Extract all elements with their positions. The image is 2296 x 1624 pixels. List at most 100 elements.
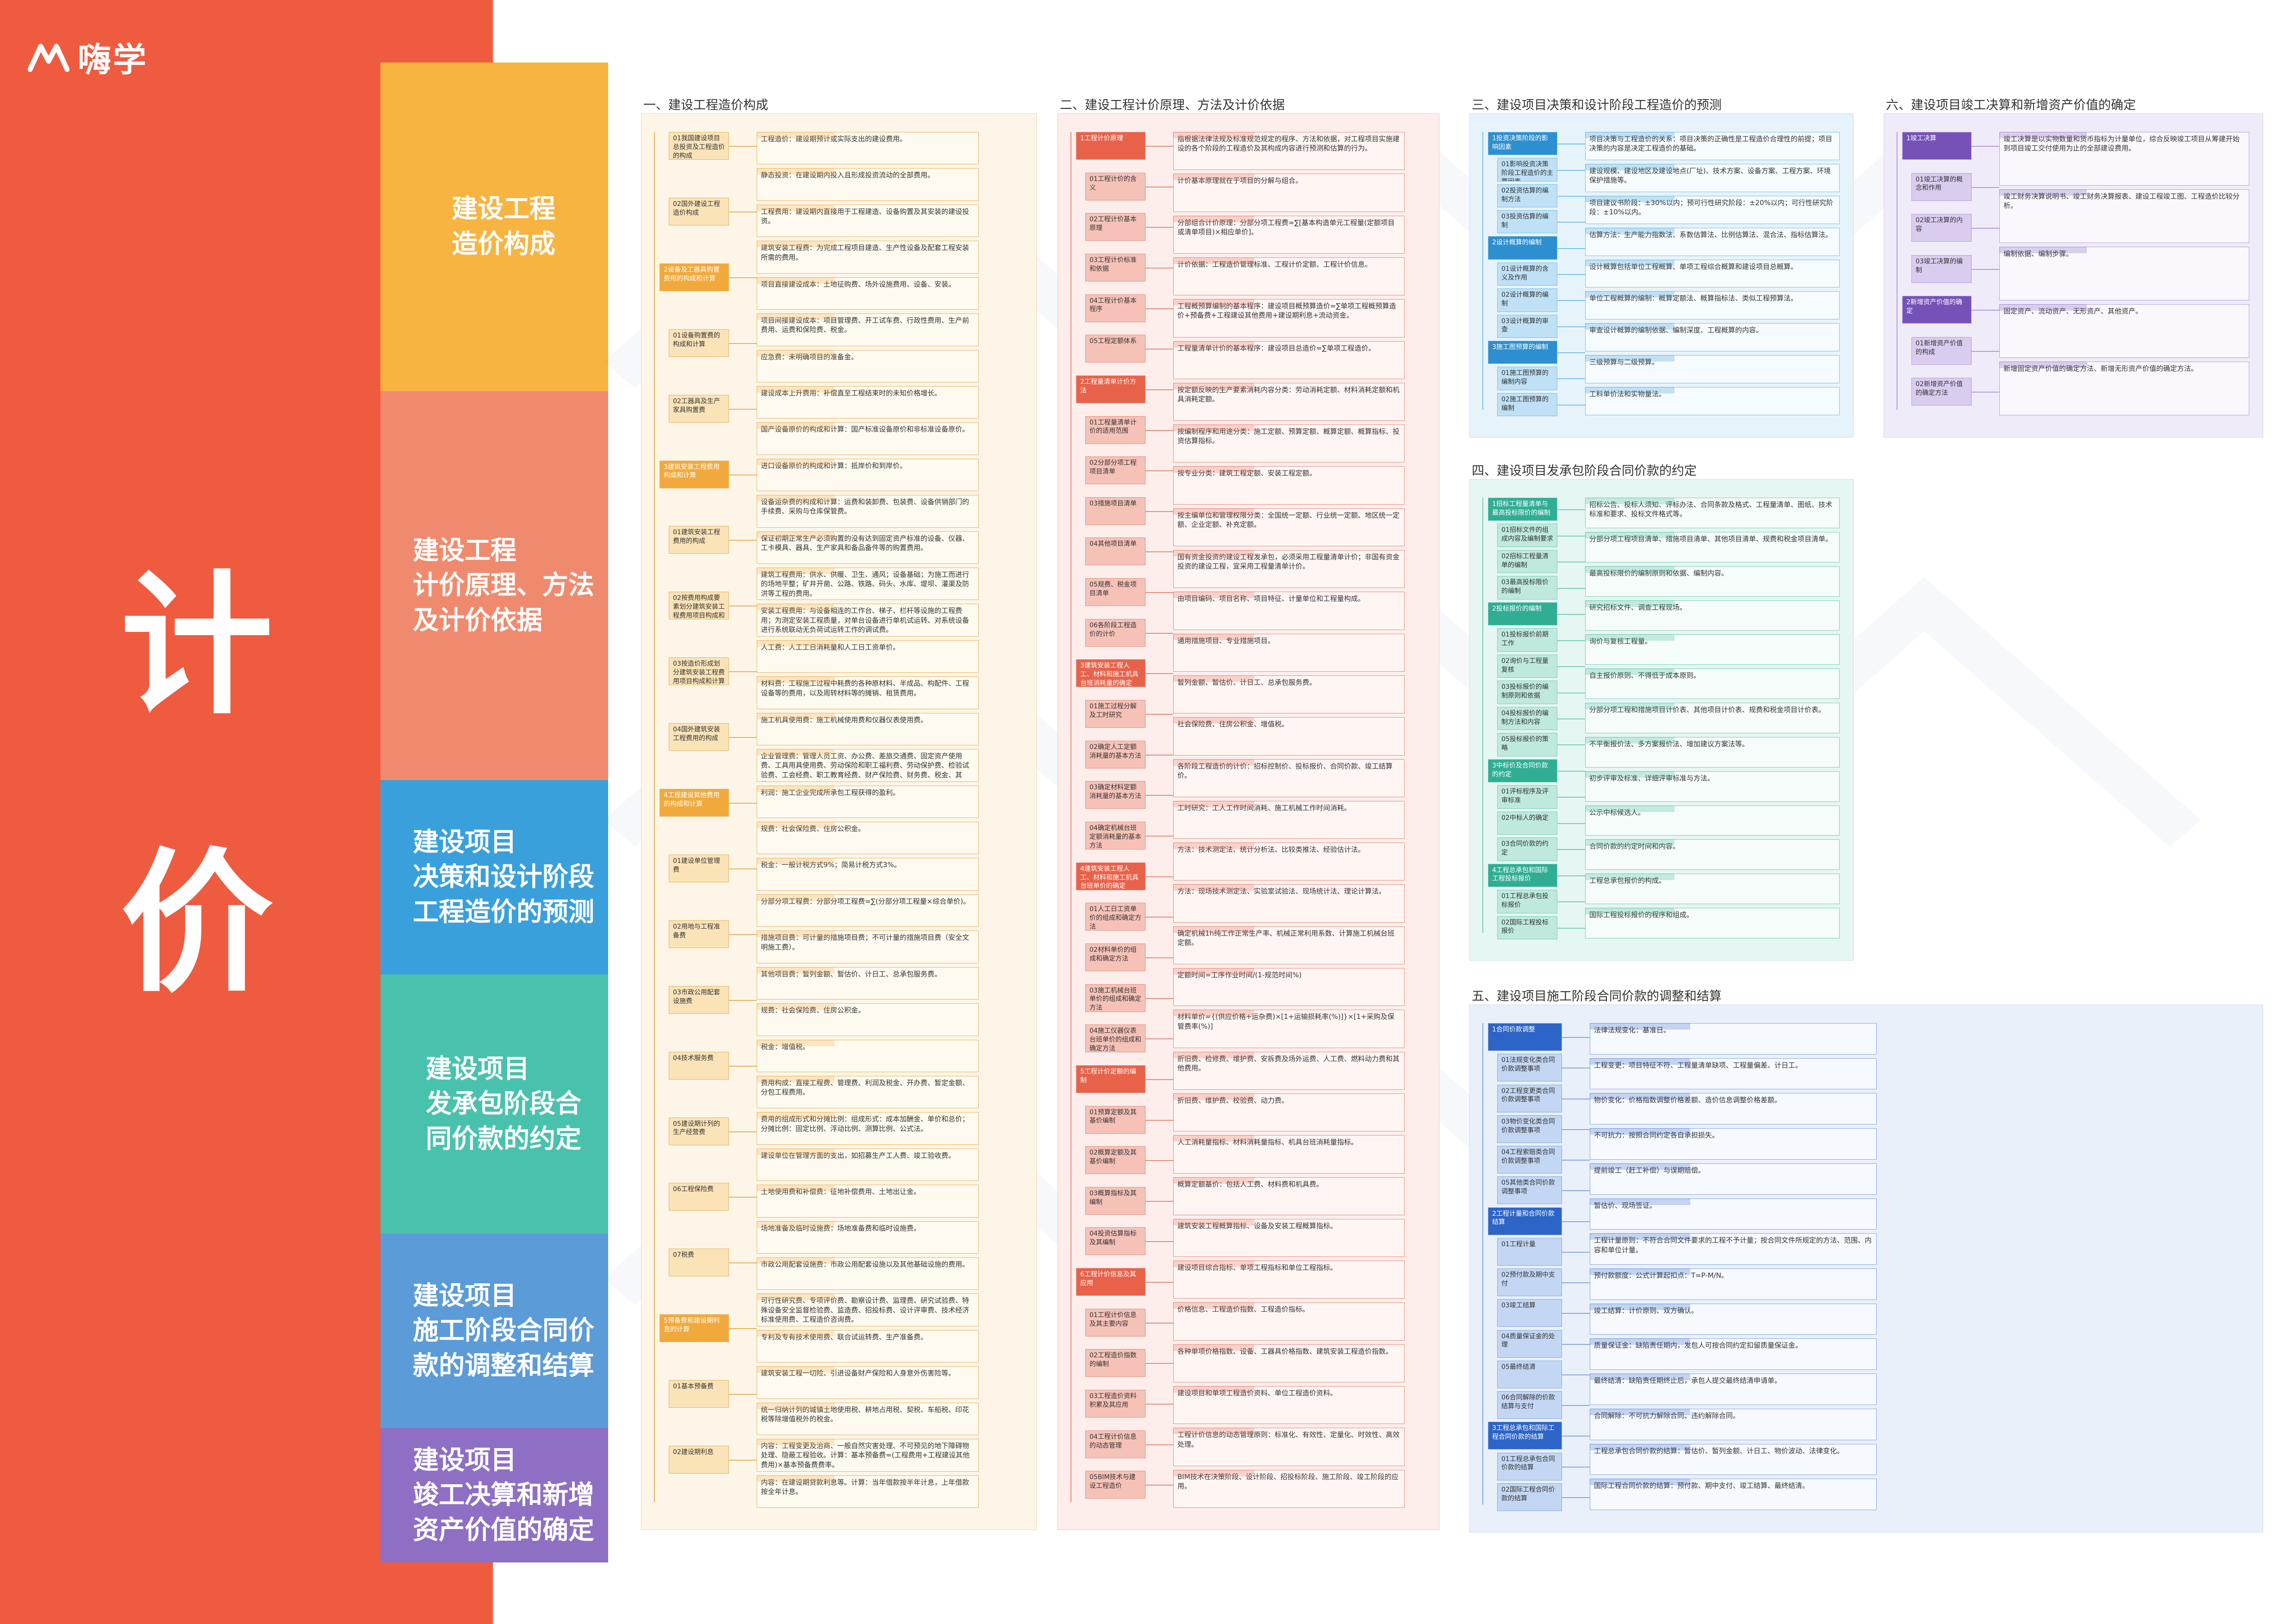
subtopic-node[interactable]: 01工程计量 xyxy=(1497,1237,1562,1266)
topic-node[interactable]: 4建筑安装工程人工、材料和施工机具台班单价的确定 xyxy=(1076,862,1145,890)
subtopic-node[interactable]: 04技术服务费 xyxy=(669,1051,729,1080)
subtopic-node[interactable]: 03竣工结算 xyxy=(1497,1299,1562,1327)
subtopic-node[interactable]: 04质量保证金的处理 xyxy=(1497,1330,1562,1358)
subtopic-node[interactable]: 02国际工程投标报价 xyxy=(1497,916,1557,939)
subtopic-node[interactable]: 02竣工决算的内容 xyxy=(1911,214,1972,242)
topic-node[interactable]: 1投资决策阶段的影响因素 xyxy=(1488,132,1557,156)
subtopic-node[interactable]: 04其他项目清单 xyxy=(1085,537,1145,566)
topic-node[interactable]: 2新增资产价值的确定 xyxy=(1902,296,1972,324)
topic-node[interactable]: 2设计概算的编制 xyxy=(1488,236,1557,260)
category-contract-award[interactable]: 建设项目 发承包阶段合 同价款的约定 xyxy=(380,974,608,1234)
subtopic-node[interactable]: 01工程总承包投标报价 xyxy=(1497,890,1557,913)
subtopic-node[interactable]: 02建设期利息 xyxy=(669,1446,729,1474)
subtopic-node[interactable]: 01法规变化类合同价款调整事项 xyxy=(1497,1054,1562,1082)
subtopic-node[interactable]: 04确定机械台班定额消耗量的基本方法 xyxy=(1085,822,1145,849)
topic-node[interactable]: 3施工图预算的编制 xyxy=(1488,340,1557,364)
subtopic-node[interactable]: 03设计概算的审查 xyxy=(1497,314,1557,338)
subtopic-node[interactable]: 01招标文件的组成内容及编制要求 xyxy=(1497,524,1557,547)
subtopic-node[interactable]: 01我国建设项目总投资及工程造价的构成 xyxy=(669,132,729,160)
subtopic-node[interactable]: 02用地与工程准备费 xyxy=(669,920,729,948)
category-construction-settlement[interactable]: 建设项目 施工阶段合同价 款的调整和结算 xyxy=(380,1234,608,1428)
subtopic-node[interactable]: 02设计概算的编制 xyxy=(1497,288,1557,312)
subtopic-node[interactable]: 02按费用构成要素划分建筑安装工程费用项目构成和计算 xyxy=(669,592,729,620)
subtopic-node[interactable]: 03工程造价资料积累及其应用 xyxy=(1085,1390,1145,1418)
subtopic-node[interactable]: 03最高投标限价的编制 xyxy=(1497,576,1557,600)
subtopic-node[interactable]: 03物价变化类合同价款调整事项 xyxy=(1497,1115,1562,1143)
subtopic-node[interactable]: 01影响投资决策阶段工程造价的主要因素 xyxy=(1497,158,1557,181)
subtopic-node[interactable]: 03合同价款的约定 xyxy=(1497,837,1557,861)
subtopic-node[interactable]: 05其他类合同价款调整事项 xyxy=(1497,1176,1562,1205)
subtopic-node[interactable]: 05投标报价的策略 xyxy=(1497,733,1557,756)
subtopic-node[interactable]: 01人工日工资单价的组成和确定方法 xyxy=(1085,903,1145,931)
subtopic-node[interactable]: 02工器具及生产家具购置费 xyxy=(669,394,729,423)
subtopic-node[interactable]: 01建设单位管理费 xyxy=(669,854,729,882)
topic-node[interactable]: 1工程计价原理 xyxy=(1076,132,1145,160)
subtopic-node[interactable]: 02材料单价的组成和确定方法 xyxy=(1085,943,1145,971)
subtopic-node[interactable]: 01新增资产价值的构成 xyxy=(1911,337,1972,365)
subtopic-node[interactable]: 01工程计价的含义 xyxy=(1085,172,1145,200)
category-decision-design[interactable]: 建设项目 决策和设计阶段 工程造价的预测 xyxy=(380,780,608,974)
category-final-accounts[interactable]: 建设项目 竣工决算和新增 资产价值的确定 xyxy=(380,1428,608,1562)
subtopic-node[interactable]: 01工程计价信息及其主要内容 xyxy=(1085,1308,1145,1337)
subtopic-node[interactable]: 02国际工程合同价款的结算 xyxy=(1497,1483,1562,1511)
topic-node[interactable]: 3中标价及合同价款的约定 xyxy=(1488,759,1557,783)
subtopic-node[interactable]: 06合同解除的价款结算与支付 xyxy=(1497,1391,1562,1419)
subtopic-node[interactable]: 02工程变更类合同价款调整事项 xyxy=(1497,1084,1562,1112)
subtopic-node[interactable]: 02新增资产价值的确定方法 xyxy=(1911,378,1972,406)
subtopic-node[interactable]: 03概算指标及其编制 xyxy=(1085,1187,1145,1215)
topic-node[interactable]: 2工程计量和合同价款结算 xyxy=(1488,1207,1562,1235)
subtopic-node[interactable]: 02询价与工程量复核 xyxy=(1497,654,1557,678)
subtopic-node[interactable]: 04投资估算指标及其编制 xyxy=(1085,1227,1145,1255)
subtopic-node[interactable]: 02工程计价基本原理 xyxy=(1085,213,1145,241)
subtopic-node[interactable]: 03工程计价标准和依据 xyxy=(1085,253,1145,281)
subtopic-node[interactable]: 02招标工程量清单的编制 xyxy=(1497,550,1557,574)
topic-node[interactable]: 6工程计价信息及其应用 xyxy=(1076,1268,1145,1296)
subtopic-node[interactable]: 03投资估算的编制 xyxy=(1497,210,1557,234)
subtopic-node[interactable]: 01竣工决算的概念和作用 xyxy=(1911,173,1972,201)
topic-node[interactable]: 3工程总承包和国际工程合同价款的结算 xyxy=(1488,1422,1562,1450)
subtopic-node[interactable]: 01基本预备费 xyxy=(669,1380,729,1408)
subtopic-node[interactable]: 05BIM技术与建设工程造价 xyxy=(1085,1471,1145,1499)
subtopic-node[interactable]: 04工程索赔类合同价款调整事项 xyxy=(1497,1146,1562,1174)
topic-node[interactable]: 4工程总承包和国际工程投标报价 xyxy=(1488,863,1557,887)
subtopic-node[interactable]: 01设计概算的含义及作用 xyxy=(1497,262,1557,286)
subtopic-node[interactable]: 04工程计价信息的动态管理 xyxy=(1085,1430,1145,1458)
subtopic-node[interactable]: 02施工图预算的编制 xyxy=(1497,393,1557,416)
subtopic-node[interactable]: 04国外建筑安装工程费用的构成 xyxy=(669,723,729,751)
subtopic-node[interactable]: 03竣工决算的编制 xyxy=(1911,255,1972,283)
subtopic-node[interactable]: 03确定材料定额消耗量的基本方法 xyxy=(1085,781,1145,809)
topic-node[interactable]: 3建筑安装工程人工、材料和施工机具台班消耗量的确定 xyxy=(1076,659,1145,687)
subtopic-node[interactable]: 01设备购置费的构成和计算 xyxy=(669,329,729,357)
subtopic-node[interactable]: 01工程量清单计价的适用范围 xyxy=(1085,416,1145,444)
subtopic-node[interactable]: 01评标程序及评审标准 xyxy=(1497,785,1557,809)
subtopic-node[interactable]: 03投标报价的编制原则和依据 xyxy=(1497,681,1557,704)
category-pricing-principles[interactable]: 建设工程 计价原理、方法 及计价依据 xyxy=(380,391,608,780)
subtopic-node[interactable]: 05规费、税金项目清单 xyxy=(1085,578,1145,606)
subtopic-node[interactable]: 03措施项目清单 xyxy=(1085,497,1145,525)
subtopic-node[interactable]: 05最终结清 xyxy=(1497,1360,1562,1388)
subtopic-node[interactable]: 02国外建设工程造价构成 xyxy=(669,197,729,225)
subtopic-node[interactable]: 02概算定额及其基价编制 xyxy=(1085,1146,1145,1174)
subtopic-node[interactable]: 01建筑安装工程费用的构成 xyxy=(669,526,729,554)
subtopic-node[interactable]: 03按造价形成划分建筑安装工程费用项目构成和计算 xyxy=(669,657,729,686)
subtopic-node[interactable]: 07税费 xyxy=(669,1249,729,1277)
subtopic-node[interactable]: 01施工图预算的编制内容 xyxy=(1497,367,1557,390)
category-cost-composition[interactable]: 建设工程 造价构成 xyxy=(380,62,608,391)
subtopic-node[interactable]: 04施工仪器仪表台班单价的组成和确定方法 xyxy=(1085,1024,1145,1053)
subtopic-node[interactable]: 02预付款及期中支付 xyxy=(1497,1268,1562,1296)
topic-node[interactable]: 1合同价款调整 xyxy=(1488,1023,1562,1051)
subtopic-node[interactable]: 02投资估算的编制方法 xyxy=(1497,184,1557,208)
subtopic-node[interactable]: 02确定人工定额消耗量的基本方法 xyxy=(1085,740,1145,768)
subtopic-node[interactable]: 04投标报价的编制方法和内容 xyxy=(1497,706,1557,731)
topic-node[interactable]: 1竣工决算 xyxy=(1902,132,1972,160)
topic-node[interactable]: 5预备费和建设期利息的计算 xyxy=(660,1314,729,1343)
topic-node[interactable]: 2投标报价的编制 xyxy=(1488,602,1557,626)
subtopic-node[interactable]: 01预算定额及其基价编制 xyxy=(1085,1106,1145,1134)
topic-node[interactable]: 1招标工程量清单与最高投标限价的编制 xyxy=(1488,498,1557,521)
subtopic-node[interactable]: 03施工机械台班单价的组成和确定方法 xyxy=(1085,984,1145,1012)
topic-node[interactable]: 5工程计价定额的编制 xyxy=(1076,1065,1145,1093)
topic-node[interactable]: 2设备及工器具购置费用的构成和计算 xyxy=(660,263,729,291)
subtopic-node[interactable]: 02工程造价指数的编制 xyxy=(1085,1349,1145,1377)
subtopic-node[interactable]: 04工程计价基本程序 xyxy=(1085,294,1145,322)
subtopic-node[interactable]: 03市政公用配套设施费 xyxy=(669,986,729,1014)
